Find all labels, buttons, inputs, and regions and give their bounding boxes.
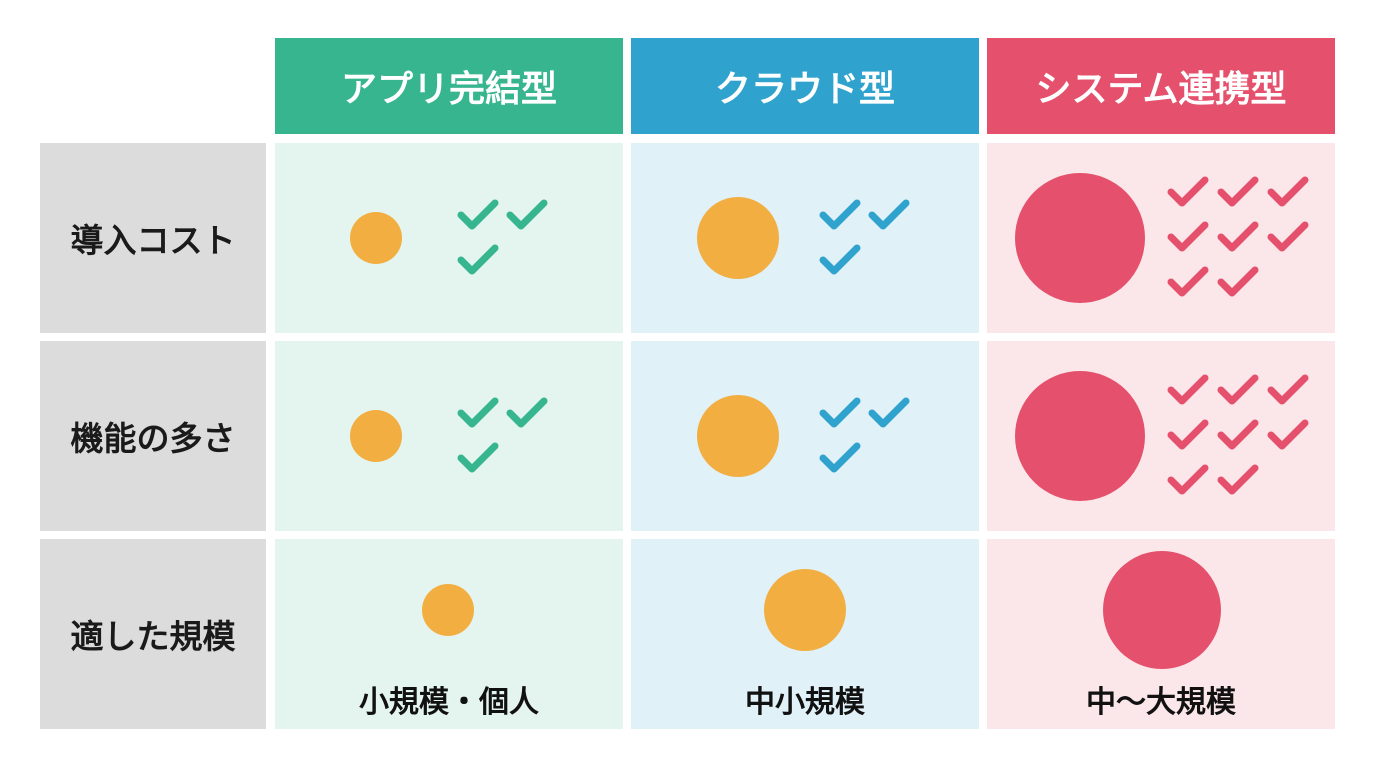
row-label: 適した規模 xyxy=(40,539,266,729)
check-icon xyxy=(1267,176,1309,207)
check-icon xyxy=(457,199,499,230)
check-icon xyxy=(1267,419,1309,450)
check-icon xyxy=(506,199,548,230)
circle-indicator xyxy=(697,197,779,279)
check-icon xyxy=(1217,419,1259,450)
check-icon xyxy=(1167,176,1209,207)
column-header-system: システム連携型 xyxy=(987,38,1335,134)
check-icon xyxy=(457,442,499,473)
check-icon xyxy=(1167,464,1209,495)
check-icon xyxy=(868,397,910,428)
column-header-cloud: クラウド型 xyxy=(631,38,979,134)
row-label: 機能の多さ xyxy=(40,341,266,531)
cell-cloud xyxy=(631,143,979,333)
check-icon xyxy=(1217,176,1259,207)
check-icon xyxy=(1167,221,1209,252)
scale-label: 中小規模 xyxy=(745,685,865,720)
check-icon xyxy=(1217,464,1259,495)
check-icon xyxy=(1167,419,1209,450)
cell-app xyxy=(275,143,623,333)
check-icon xyxy=(1267,221,1309,252)
check-icon xyxy=(1217,221,1259,252)
circle-indicator xyxy=(1015,371,1145,501)
column-header-app: アプリ完結型 xyxy=(275,38,623,134)
check-icon xyxy=(819,244,861,275)
check-icon xyxy=(819,442,861,473)
check-icon xyxy=(868,199,910,230)
circle-indicator xyxy=(697,395,779,477)
circle-indicator xyxy=(422,584,474,636)
circle-indicator xyxy=(350,410,402,462)
cell-cloud xyxy=(631,341,979,531)
circle-indicator xyxy=(1103,551,1221,669)
check-icon xyxy=(1217,374,1259,405)
cell-app xyxy=(275,341,623,531)
circle-indicator xyxy=(350,212,402,264)
row-label: 導入コスト xyxy=(40,143,266,333)
check-icon xyxy=(1167,374,1209,405)
check-icon xyxy=(819,199,861,230)
check-icon xyxy=(1217,266,1259,297)
check-icon xyxy=(819,397,861,428)
check-icon xyxy=(457,397,499,428)
circle-indicator xyxy=(764,569,846,651)
scale-label: 小規模・個人 xyxy=(359,685,539,720)
check-icon xyxy=(1267,374,1309,405)
check-icon xyxy=(506,397,548,428)
scale-label: 中〜大規模 xyxy=(1086,685,1236,720)
check-icon xyxy=(1167,266,1209,297)
circle-indicator xyxy=(1015,173,1145,303)
check-icon xyxy=(457,244,499,275)
